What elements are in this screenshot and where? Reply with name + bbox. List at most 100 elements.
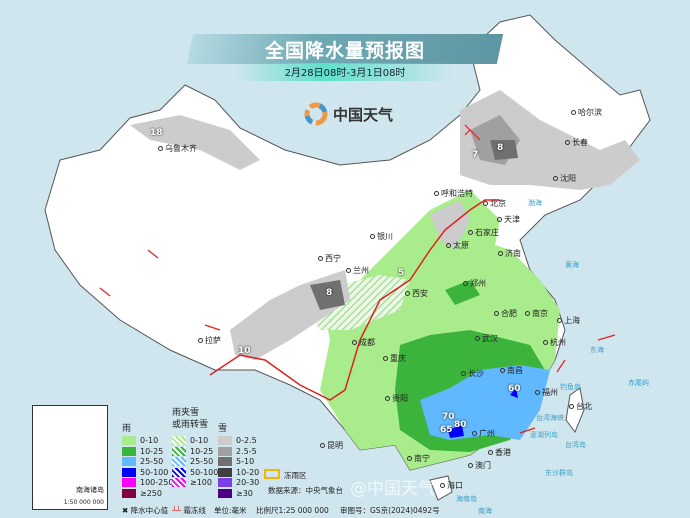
legend-rain-swatch [122, 478, 136, 487]
city-name: 哈尔滨 [578, 108, 602, 117]
snow-2.5-5-qinghai [310, 280, 345, 310]
legend-snow-swatch [218, 478, 232, 487]
legend-rain-label: 100-250 [140, 478, 174, 487]
legend-rain-swatch [122, 457, 136, 466]
sea-label: 东海 [590, 346, 604, 354]
city-marker-icon [405, 291, 410, 296]
city-marker-icon [472, 431, 477, 436]
rain-25-50-area [420, 365, 550, 440]
legend-mixed-title: 雨夹雪 或雨转雪 [172, 408, 209, 430]
city-name: 沈阳 [560, 174, 576, 183]
legend-rain-label: 0-10 [140, 436, 159, 445]
legend-center-marker: ✖ 降水中心值 [122, 506, 169, 515]
city-marker-icon [446, 243, 451, 248]
sea-label: 南海 [478, 507, 492, 515]
legend-snow-label: ≥30 [236, 488, 253, 498]
city-label: 拉萨 [198, 335, 221, 346]
city-label: 银川 [370, 231, 393, 242]
wind-barb [147, 249, 159, 259]
legend-snow-swatch [218, 488, 232, 498]
subtitle-banner [235, 63, 455, 81]
legend-rain-label: 50-100 [140, 467, 169, 477]
legend-mixed-label: 10-25 [190, 446, 214, 456]
mixed-0-10-area [300, 275, 410, 330]
city-label: 广州 [472, 428, 495, 439]
city-label: 石家庄 [468, 227, 499, 238]
city-marker-icon [318, 256, 323, 261]
city-label: 郑州 [463, 278, 486, 289]
city-marker-icon [565, 140, 570, 145]
freezing-line [209, 199, 500, 401]
city-label: 南宁 [407, 453, 430, 464]
precip-center-value: 5 [398, 268, 405, 278]
precip-center-value: 8 [326, 288, 333, 298]
legend-rain-title: 雨 [122, 424, 132, 434]
city-label: 成都 [352, 337, 375, 348]
city-label: 澳门 [468, 460, 491, 471]
city-marker-icon [525, 311, 530, 316]
wind-barbs [99, 124, 616, 434]
city-label: 香港 [488, 447, 511, 458]
city-name: 武汉 [482, 334, 498, 343]
city-marker-icon [535, 390, 540, 395]
hainan-island [429, 475, 453, 501]
legend-mixed-swatch [172, 478, 186, 487]
city-name: 杭州 [550, 338, 566, 347]
freezing-rain-label: 冻雨区 [284, 471, 307, 480]
legend-rain-label: 10-25 [140, 446, 164, 456]
precip-center-value: 7 [472, 150, 479, 160]
city-name: 贵阳 [392, 394, 408, 403]
sea-label: 渤海 [528, 199, 542, 207]
legend-snow-title: 雪 [218, 424, 228, 434]
city-label: 太原 [446, 240, 469, 251]
precip-center-value: 8 [497, 143, 504, 153]
city-marker-icon [498, 251, 503, 256]
city-marker-icon [475, 336, 480, 341]
precip-center-value: 65 [440, 425, 453, 435]
city-label: 北京 [483, 198, 506, 209]
legend-snow-label: 2.5-5 [236, 446, 257, 456]
city-name: 西安 [412, 289, 428, 298]
city-name: 石家庄 [475, 228, 499, 237]
sea-label: 台湾岛 [565, 441, 586, 449]
brand-name: 中国天气 [333, 105, 394, 124]
city-name: 长沙 [468, 369, 484, 378]
city-label: 合肥 [494, 308, 517, 319]
legend-mixed-label: 0-10 [190, 436, 209, 445]
city-name: 北京 [490, 199, 506, 208]
city-name: 济南 [505, 249, 521, 258]
city-name: 太原 [453, 241, 469, 250]
city-name: 南昌 [507, 366, 523, 375]
city-marker-icon [407, 456, 412, 461]
inset-scale: 1:50 000 000 [63, 499, 104, 506]
legend-snow-swatch [218, 446, 232, 456]
city-name: 银川 [377, 232, 393, 241]
city-name: 兰州 [353, 266, 369, 275]
city-label: 济南 [498, 248, 521, 259]
city-label: 福州 [535, 387, 558, 398]
city-label: 兰州 [346, 265, 369, 276]
south-china-sea-inset: 南海诸岛 1:50 000 000 [32, 405, 108, 510]
rain-50-100-spot [448, 425, 464, 438]
city-name: 郑州 [470, 279, 486, 288]
city-label: 长春 [565, 137, 588, 148]
legend-snow-label: 20-30 [236, 478, 260, 487]
center-marker-label: 降水中心值 [130, 506, 169, 515]
legend-snow-swatch [218, 457, 232, 466]
sea-label: 钓鱼岛 [560, 383, 581, 391]
legend-freezing-line: ┴┴ 霜冻线 [172, 506, 206, 515]
city-name: 澳门 [475, 461, 491, 470]
city-name: 上海 [564, 316, 580, 325]
city-name: 福州 [542, 388, 558, 397]
sea-label: 澎湖列岛 [530, 431, 558, 439]
snow-5-10-northeast [490, 140, 518, 160]
wind-barb [464, 124, 481, 141]
approval-number: 审图号：GS京(2024)0492号 [340, 506, 440, 515]
wind-barb [99, 287, 111, 297]
sea-label: 台湾海峡 [536, 414, 564, 422]
city-marker-icon [500, 368, 505, 373]
precip-center-value: 70 [442, 412, 455, 422]
city-name: 海口 [447, 481, 463, 490]
city-marker-icon [488, 450, 493, 455]
city-marker-icon [463, 281, 468, 286]
